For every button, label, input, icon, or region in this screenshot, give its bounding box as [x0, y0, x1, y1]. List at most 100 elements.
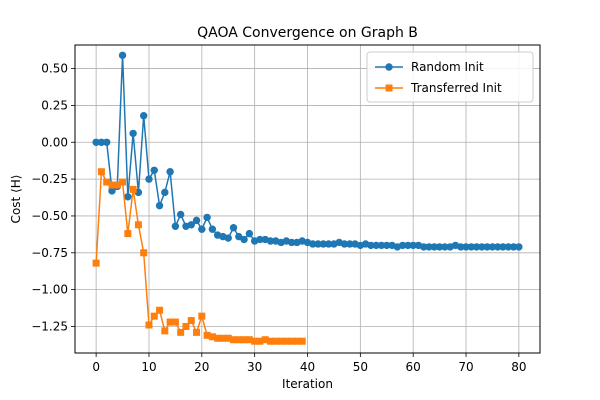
data-point [171, 222, 180, 230]
y-tick-label: 0.00 [41, 135, 68, 149]
data-point [124, 193, 132, 201]
data-point [266, 237, 275, 245]
data-point [398, 241, 407, 250]
data-point [251, 337, 259, 345]
data-point [171, 318, 179, 326]
data-point [499, 243, 507, 251]
y-tick-label: −0.50 [31, 209, 68, 223]
data-point [134, 221, 142, 229]
data-point [108, 187, 116, 195]
data-point [129, 185, 137, 193]
y-tick-label: −1.00 [31, 283, 68, 297]
data-point [346, 240, 354, 248]
x-tick-label: 30 [247, 360, 262, 374]
data-point [515, 243, 523, 251]
chart-title: QAOA Convergence on Graph B [197, 25, 418, 41]
data-point [177, 328, 185, 336]
data-point [208, 225, 217, 233]
legend-marker [385, 84, 393, 92]
data-point [118, 51, 127, 60]
data-point [340, 240, 349, 248]
x-tick-label: 50 [353, 360, 368, 374]
y-tick-label: 0.50 [41, 62, 68, 76]
y-tick-label: −0.25 [31, 172, 68, 186]
data-point [198, 312, 206, 320]
data-point [124, 230, 132, 238]
data-point [372, 241, 380, 250]
data-point [119, 178, 127, 186]
data-point [261, 336, 269, 344]
data-point [435, 243, 444, 251]
x-tick-label: 70 [458, 360, 473, 374]
data-point [256, 235, 264, 244]
legend-box [366, 51, 534, 103]
data-point [483, 243, 491, 251]
data-point [97, 168, 105, 176]
data-point [383, 241, 391, 250]
data-point [509, 243, 518, 251]
data-point [478, 243, 486, 251]
data-point [166, 318, 174, 326]
data-point [287, 238, 296, 247]
data-point [245, 336, 253, 344]
data-point [230, 336, 238, 344]
data-point [319, 240, 328, 248]
data-point [92, 138, 100, 146]
data-point [240, 235, 248, 244]
data-point [150, 312, 158, 320]
data-point [140, 249, 148, 257]
legend-label: Random Init [411, 60, 484, 74]
data-point [145, 321, 153, 329]
x-tick-label: 80 [511, 360, 526, 374]
legend-marker [385, 63, 393, 71]
data-point [97, 138, 106, 146]
data-point [214, 334, 222, 342]
legend: Random Init Transferred Init [366, 51, 534, 103]
data-point [208, 333, 216, 341]
data-point [150, 166, 158, 174]
y-tick-label: −1.25 [31, 319, 68, 333]
data-point [129, 129, 137, 138]
data-point [139, 112, 148, 120]
data-point [409, 241, 417, 250]
data-point [182, 322, 190, 330]
data-point [161, 327, 169, 335]
legend-label: Transferred Init [410, 81, 502, 95]
data-point [92, 259, 100, 267]
y-tick-label: −0.75 [31, 246, 68, 260]
data-point [441, 243, 449, 251]
x-axis-label: Iteration [282, 377, 333, 391]
data-point [457, 243, 465, 251]
data-point [404, 241, 412, 250]
data-point [377, 241, 386, 250]
data-point [103, 138, 111, 146]
x-tick-label: 0 [92, 360, 100, 374]
data-point [488, 243, 497, 251]
data-point [187, 221, 195, 229]
data-point [367, 241, 375, 250]
data-point [219, 334, 227, 342]
data-point [288, 337, 296, 345]
x-tick-label: 20 [194, 360, 209, 374]
x-tick-label: 10 [141, 360, 156, 374]
data-point [298, 337, 306, 345]
data-point [108, 181, 116, 189]
data-point [309, 240, 317, 248]
data-point [103, 178, 111, 186]
data-point [145, 175, 153, 183]
data-point [267, 337, 275, 345]
data-point [240, 336, 248, 344]
data-point [293, 337, 301, 345]
data-point [224, 234, 232, 242]
data-point [245, 229, 254, 238]
data-point [277, 337, 285, 345]
data-point [203, 213, 211, 222]
data-point [187, 317, 195, 325]
data-point [203, 331, 211, 339]
data-point [192, 216, 201, 225]
data-point [224, 334, 232, 342]
data-point [314, 240, 322, 248]
data-point [272, 337, 280, 345]
